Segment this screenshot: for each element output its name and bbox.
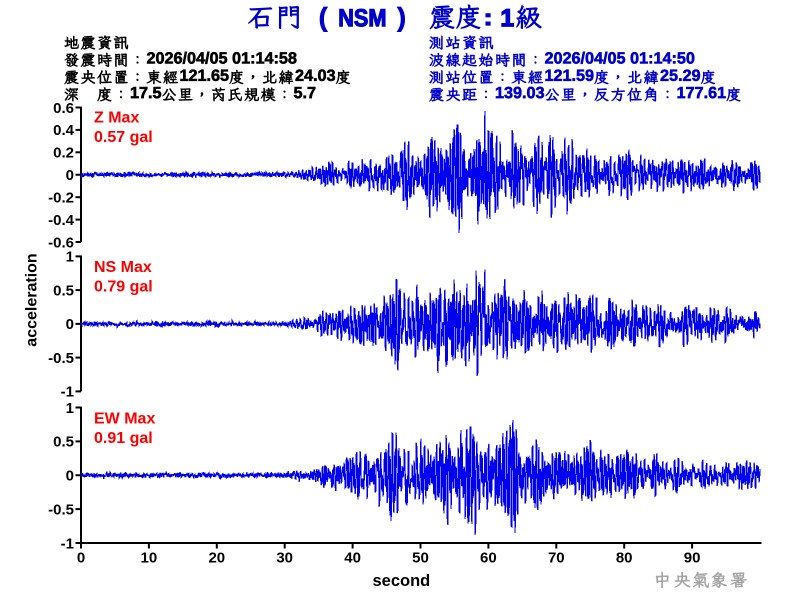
svg-text:60: 60 [480,550,497,567]
svg-text:0.5: 0.5 [53,434,74,451]
svg-text:0.6: 0.6 [53,100,74,117]
svg-text:Z Max: Z Max [94,110,139,127]
svg-text:-0.5: -0.5 [48,350,74,367]
svg-text:80: 80 [616,550,633,567]
svg-text:70: 70 [548,550,565,567]
svg-text:40: 40 [344,550,361,567]
svg-text:-0.2: -0.2 [48,190,74,207]
svg-text:1: 1 [66,249,74,266]
svg-text:0.79 gal: 0.79 gal [94,279,153,296]
svg-text:50: 50 [412,550,429,567]
svg-text:0.4: 0.4 [53,122,75,139]
svg-text:0: 0 [66,316,74,333]
svg-text:-0.4: -0.4 [48,212,75,229]
svg-text:0.91 gal: 0.91 gal [94,430,153,447]
svg-text:90: 90 [684,550,701,567]
svg-text:second: second [373,572,431,590]
svg-text:0: 0 [77,550,85,567]
svg-text:0.5: 0.5 [53,282,74,299]
svg-text:0.2: 0.2 [53,145,74,162]
svg-text:-0.5: -0.5 [48,501,74,518]
svg-text:10: 10 [141,550,158,567]
svg-text:EW Max: EW Max [94,410,155,427]
svg-text:0.57 gal: 0.57 gal [94,129,153,146]
svg-text:1: 1 [66,400,74,417]
svg-text:0: 0 [66,468,74,485]
svg-text:-1: -1 [61,535,74,552]
svg-text:0: 0 [66,167,74,184]
svg-text:30: 30 [276,550,293,567]
svg-text:NS Max: NS Max [94,259,152,276]
svg-text:-0.6: -0.6 [48,234,74,251]
svg-text:20: 20 [208,550,225,567]
svg-text:acceleration: acceleration [24,253,41,346]
svg-text:-1: -1 [61,384,74,401]
